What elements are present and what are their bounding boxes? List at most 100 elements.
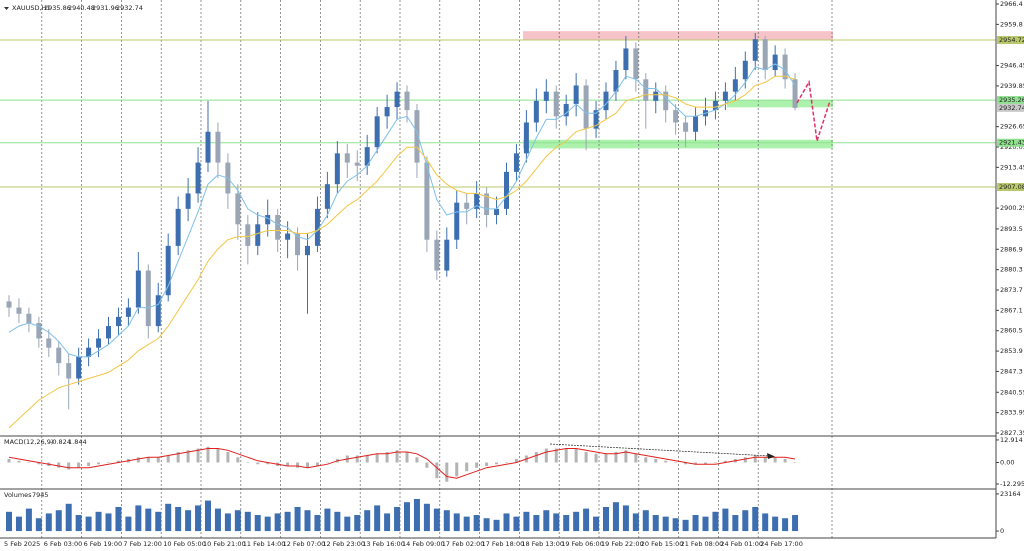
candle-body [26, 313, 32, 324]
macd-bar [604, 453, 608, 463]
volume-bar [374, 505, 381, 532]
macd-bar [465, 462, 469, 472]
level-tag [997, 138, 1024, 147]
y-tick-label: 0.00 [1000, 459, 1014, 467]
macd-bar [773, 457, 777, 463]
macd-bar [107, 462, 110, 463]
volume-bar [155, 511, 162, 532]
candle-body [712, 100, 718, 111]
candle-body [533, 100, 539, 123]
candle-body [344, 153, 350, 163]
candle-body [693, 116, 699, 132]
candle-body [115, 316, 121, 327]
zone [523, 139, 833, 149]
volume-bar [344, 516, 351, 532]
x-tick-label: 10 Feb 21:00 [203, 540, 246, 548]
volume-bar [135, 505, 142, 532]
macd-reading: -0.824 [50, 438, 71, 446]
macd-bar [674, 462, 678, 463]
y-tick-label: 2867.1 [1000, 306, 1023, 314]
volume-bar [413, 498, 420, 532]
candle-body [145, 270, 151, 327]
macd-bar [495, 462, 499, 465]
candle-body [86, 347, 92, 357]
y-tick-label: 0 [1000, 527, 1004, 535]
macd-bar [564, 448, 568, 463]
volume-bar [473, 515, 480, 532]
macd-bar [783, 459, 787, 463]
macd-bar [286, 462, 290, 466]
candle-body [374, 116, 380, 148]
y-tick-label: 2886.9 [1000, 245, 1023, 253]
candle-body [96, 338, 102, 348]
forecast-path [796, 79, 831, 142]
volume-bar [612, 502, 619, 532]
volume-bar [115, 507, 122, 532]
zone [727, 100, 833, 108]
x-tick-label: 19 Feb 22:00 [601, 540, 644, 548]
candle-body [424, 162, 430, 240]
candle-body [295, 233, 301, 256]
macd-bar [743, 457, 747, 463]
candle-body [265, 215, 271, 225]
candle-body [106, 326, 111, 339]
macd-bar [723, 460, 727, 463]
volume-bar [672, 518, 679, 532]
macd-bar [146, 457, 150, 463]
macd-bar [355, 455, 359, 463]
macd-bar [753, 455, 757, 463]
ohlc-low: 2931.96 [92, 4, 119, 12]
volume-bar [145, 508, 152, 532]
volume-bar [453, 513, 460, 532]
volume-bar [334, 511, 341, 532]
menu-icon[interactable] [4, 7, 9, 10]
candle-body [653, 91, 659, 101]
volume-bar [443, 510, 450, 532]
candle-body [752, 39, 758, 61]
macd-bar [713, 462, 717, 463]
candle-body [36, 323, 42, 339]
volume-bar [274, 513, 281, 532]
candle-body [722, 91, 728, 101]
volume-bar [423, 503, 430, 532]
candle-body [285, 233, 291, 240]
macd-bar [704, 462, 707, 465]
volume-bar [652, 515, 659, 532]
volume-bar [712, 511, 719, 532]
x-tick-label: 18 Feb 13:00 [521, 540, 564, 548]
ohlc-open: 2935.86 [44, 4, 71, 12]
candle-body [324, 184, 330, 209]
level-label: 2907.08 [999, 183, 1024, 191]
candle-body [275, 215, 281, 240]
candle-body [663, 91, 669, 111]
volume-bar [384, 513, 391, 532]
volume-bar [45, 513, 52, 532]
macd-bar [544, 448, 548, 463]
candle-body [444, 239, 450, 271]
ohlc-high: 2940.48 [68, 4, 95, 12]
volume-reading: 7945 [32, 491, 49, 499]
candle-body [633, 48, 639, 80]
x-tick-label: 19 Feb 06:00 [561, 540, 604, 548]
macd-bar [475, 462, 479, 468]
candle-body [613, 70, 619, 92]
candle-body [384, 107, 390, 117]
volume-bar [543, 510, 550, 532]
macd-bar [415, 457, 419, 463]
candle-body [354, 162, 360, 166]
y-tick-label: 2880.3 [1000, 266, 1023, 274]
volume-bar [244, 511, 251, 532]
macd-bar [375, 453, 379, 463]
volume-bar [324, 508, 331, 532]
macd-bar [116, 460, 120, 463]
macd-bar [514, 459, 518, 463]
moving-average [8, 63, 796, 358]
x-tick-label: 17 Feb 18:00 [482, 540, 525, 548]
volume-bar [314, 515, 321, 532]
macd-bar [365, 455, 369, 463]
x-tick-label: 7 Feb 12:00 [123, 540, 162, 548]
candle-body [504, 171, 509, 209]
x-tick-label: 6 Feb 19:00 [84, 540, 123, 548]
level-label: 2935.26 [999, 96, 1024, 104]
macd-bar [793, 462, 797, 463]
